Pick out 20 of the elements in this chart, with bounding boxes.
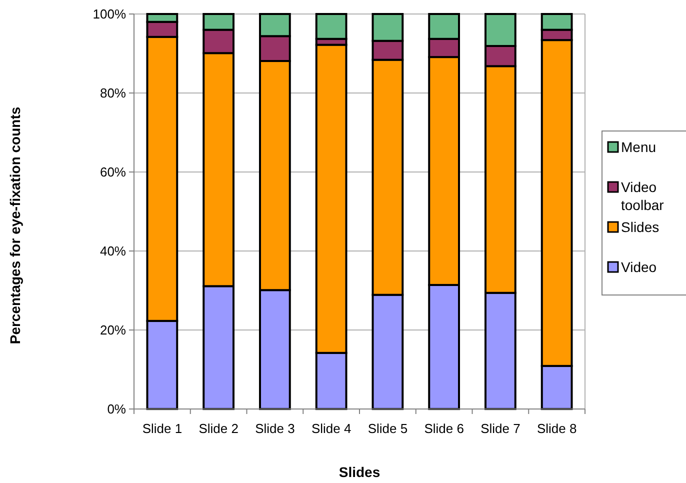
x-tick-label: Slide 6 — [424, 421, 464, 436]
legend-label: Slides — [621, 218, 660, 235]
y-tick-label: 0% — [107, 402, 126, 417]
x-axis-title: Slides — [338, 464, 380, 480]
y-tick-label: 80% — [100, 86, 126, 101]
legend-label: Video — [621, 258, 657, 275]
x-tick-label: Slide 1 — [142, 421, 182, 436]
y-tick-label: 100% — [92, 6, 126, 22]
x-tick-label: Slide 8 — [536, 421, 577, 436]
x-tick-label: Slide 5 — [368, 421, 408, 436]
x-tick-label: Slide 4 — [311, 421, 352, 436]
legend-label: Video toolbar — [621, 178, 664, 214]
y-tick-label: 20% — [100, 322, 126, 338]
y-tick-label: 40% — [100, 244, 126, 259]
x-tick-label: Slide 7 — [480, 421, 520, 436]
y-axis-title: Percentages for eye-fixation counts — [7, 106, 23, 344]
x-tick-label: Slide 3 — [255, 421, 295, 436]
y-tick-label: 60% — [100, 164, 126, 180]
x-tick-label: Slide 2 — [198, 421, 238, 436]
legend-label: Menu — [621, 138, 656, 155]
